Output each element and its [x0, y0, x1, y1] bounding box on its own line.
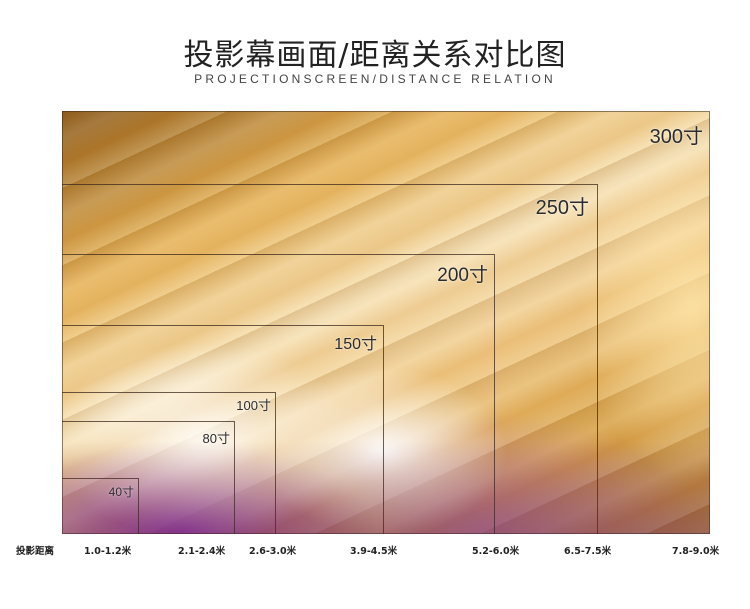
screen-box-80: 80寸	[62, 421, 235, 534]
screen-box-100: 100寸	[62, 392, 276, 534]
distance-label: 6.5-7.5米	[564, 546, 612, 557]
screen-comparison-diagram: 300寸 250寸 200寸 150寸 100寸 80寸 40寸	[62, 111, 710, 534]
screen-box-40: 40寸	[62, 478, 139, 534]
distance-label: 5.2-6.0米	[472, 546, 520, 557]
distance-label: 1.0-1.2米	[84, 546, 132, 557]
screen-size-label: 80寸	[202, 431, 230, 446]
screen-size-label: 100寸	[236, 398, 271, 413]
screen-box-150: 150寸	[62, 325, 384, 534]
screen-size-label: 200寸	[437, 265, 488, 286]
page-subtitle: PROJECTIONSCREEN/DISTANCE RELATION	[194, 72, 556, 86]
screen-size-label: 300寸	[649, 126, 703, 148]
screen-box-250: 250寸	[62, 184, 598, 534]
screen-box-200: 200寸	[62, 254, 495, 534]
page-title: 投影幕画面/距离关系对比图	[183, 38, 567, 73]
screen-size-label: 250寸	[535, 197, 589, 219]
axis-label: 投影距离	[16, 546, 55, 557]
distance-label: 3.9-4.5米	[350, 546, 398, 557]
distance-label: 2.1-2.4米	[178, 546, 226, 557]
screen-box-300: 300寸	[62, 111, 710, 534]
distance-label: 2.6-3.0米	[249, 546, 297, 557]
distance-label: 7.8-9.0米	[672, 546, 720, 557]
distance-axis: 投影距离 1.0-1.2米 2.1-2.4米 2.6-3.0米 3.9-4.5米…	[0, 543, 750, 559]
screen-size-label: 40寸	[108, 485, 134, 499]
screen-size-label: 150寸	[334, 336, 377, 353]
